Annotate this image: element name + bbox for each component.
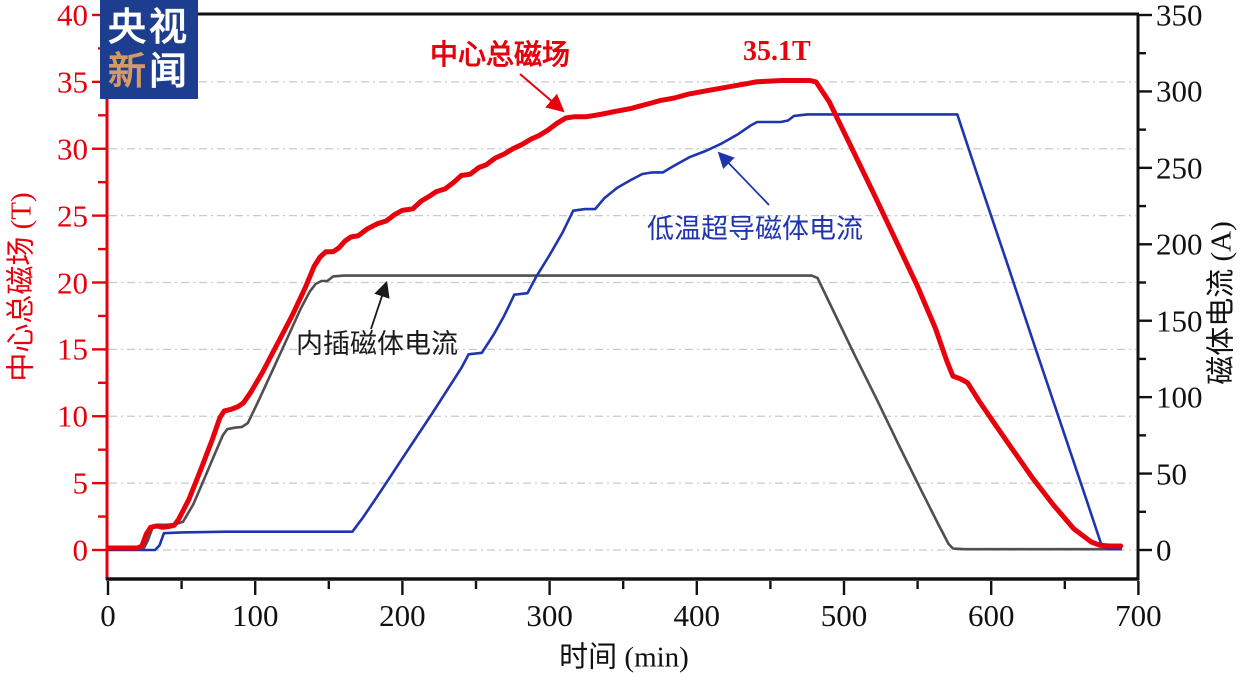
left-tick-label: 35 bbox=[57, 64, 88, 100]
left-tick-label: 10 bbox=[57, 398, 88, 434]
bottom-tick-label: 100 bbox=[231, 598, 279, 633]
bottom-tick-label: 200 bbox=[379, 598, 426, 633]
left-tick-label: 0 bbox=[72, 532, 89, 568]
right-tick-label: 0 bbox=[1156, 532, 1172, 568]
right-tick-label: 50 bbox=[1156, 456, 1187, 492]
logo-line2-second-char: 闻 bbox=[149, 51, 191, 93]
left-tick-label: 40 bbox=[57, 0, 88, 33]
annotation-insert-current-label: 内插磁体电流 bbox=[296, 329, 458, 359]
arrow-lts-current bbox=[717, 151, 770, 206]
right-tick-label: 350 bbox=[1156, 0, 1203, 33]
logo-line1: 央视 bbox=[107, 7, 190, 49]
bottom-tick-label: 600 bbox=[967, 598, 1015, 633]
series-line-2 bbox=[106, 274, 1122, 551]
series-line-0 bbox=[105, 78, 1124, 551]
bottom-tick-label: 500 bbox=[820, 598, 868, 633]
bottom-tick-label: 0 bbox=[100, 598, 116, 633]
left-axis-title: 中心总磁场 (T) bbox=[5, 192, 38, 382]
x-axis-title: 时间 (min) bbox=[559, 641, 689, 674]
bottom-tick-label: 300 bbox=[526, 598, 573, 633]
left-tick-label: 20 bbox=[57, 265, 88, 300]
right-tick-label: 300 bbox=[1156, 73, 1203, 109]
annotation-peak-value-label: 35.1T bbox=[743, 36, 811, 67]
left-tick-label: 30 bbox=[57, 131, 88, 167]
annotation-total-field-label: 中心总磁场 bbox=[430, 40, 571, 71]
logo-line2: 新闻 bbox=[100, 50, 198, 94]
arrow-insert-current bbox=[370, 280, 390, 330]
arrow-total-field bbox=[519, 73, 565, 113]
right-axis-title: 磁体电流 (A) bbox=[1205, 221, 1238, 385]
annotation-lts-current-label: 低温超导磁体电流 bbox=[647, 214, 863, 244]
logo-line2-first-char: 新 bbox=[107, 51, 149, 93]
left-tick-label: 15 bbox=[57, 331, 88, 367]
right-tick-label: 200 bbox=[1156, 226, 1203, 262]
left-tick-label: 5 bbox=[72, 465, 89, 501]
right-tick-label: 250 bbox=[1156, 150, 1203, 186]
bottom-tick-label: 400 bbox=[673, 598, 721, 633]
left-tick-label: 25 bbox=[57, 198, 88, 234]
right-tick-label: 150 bbox=[1156, 303, 1203, 339]
cctv-news-logo: 央视 新闻 bbox=[100, 0, 198, 99]
bottom-tick-label: 700 bbox=[1115, 598, 1162, 633]
right-tick-label: 100 bbox=[1156, 379, 1203, 415]
series-line-1 bbox=[106, 113, 1122, 552]
